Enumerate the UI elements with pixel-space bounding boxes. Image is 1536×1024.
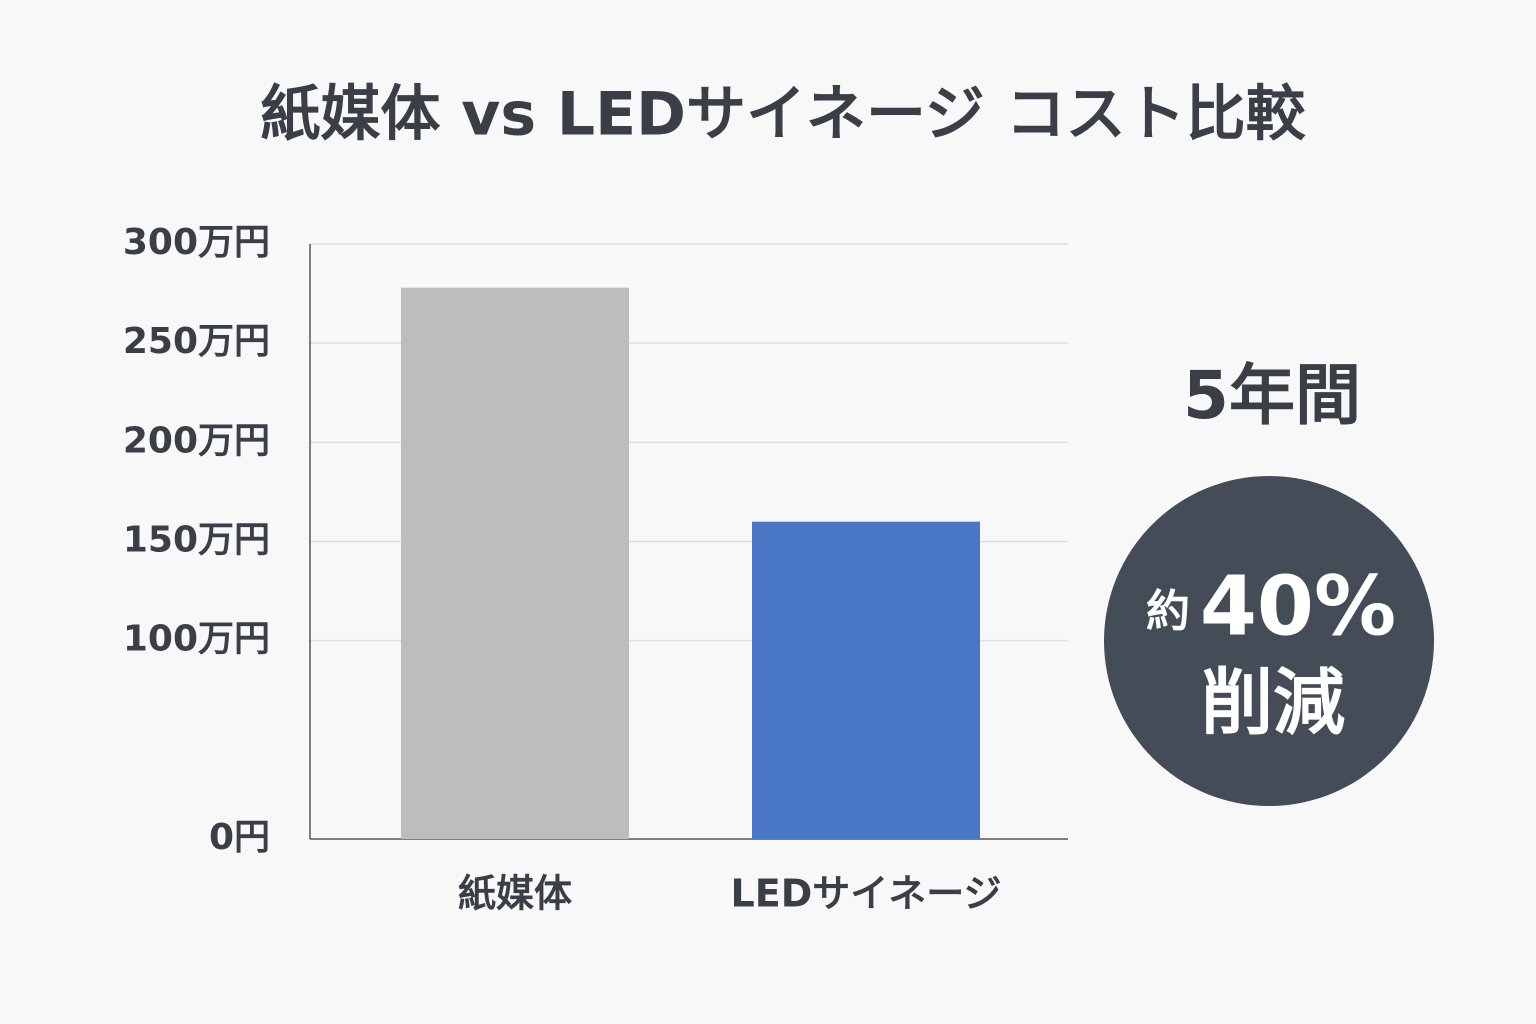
y-tick-label: 100万円 — [123, 619, 270, 660]
bar — [752, 521, 980, 839]
badge — [1104, 476, 1434, 806]
badge-prefix: 約 — [1146, 586, 1190, 637]
y-tick-label: 250万円 — [123, 321, 270, 362]
chart-title: 紙媒体 vs LEDサイネージ コスト比較 — [260, 80, 1306, 150]
x-tick-label: 紙媒体 — [458, 872, 572, 916]
x-tick-label: LEDサイネージ — [731, 872, 1002, 916]
badge-value: 40% — [1200, 559, 1396, 654]
y-tick-label: 150万円 — [123, 520, 270, 561]
badge-suffix: 削減 — [1201, 661, 1345, 745]
y-tick-label: 200万円 — [123, 420, 270, 461]
period-label: 5年間 — [1183, 357, 1361, 434]
bar — [401, 287, 629, 840]
y-tick-label: 0円 — [209, 817, 270, 858]
y-tick-label: 300万円 — [123, 222, 270, 263]
